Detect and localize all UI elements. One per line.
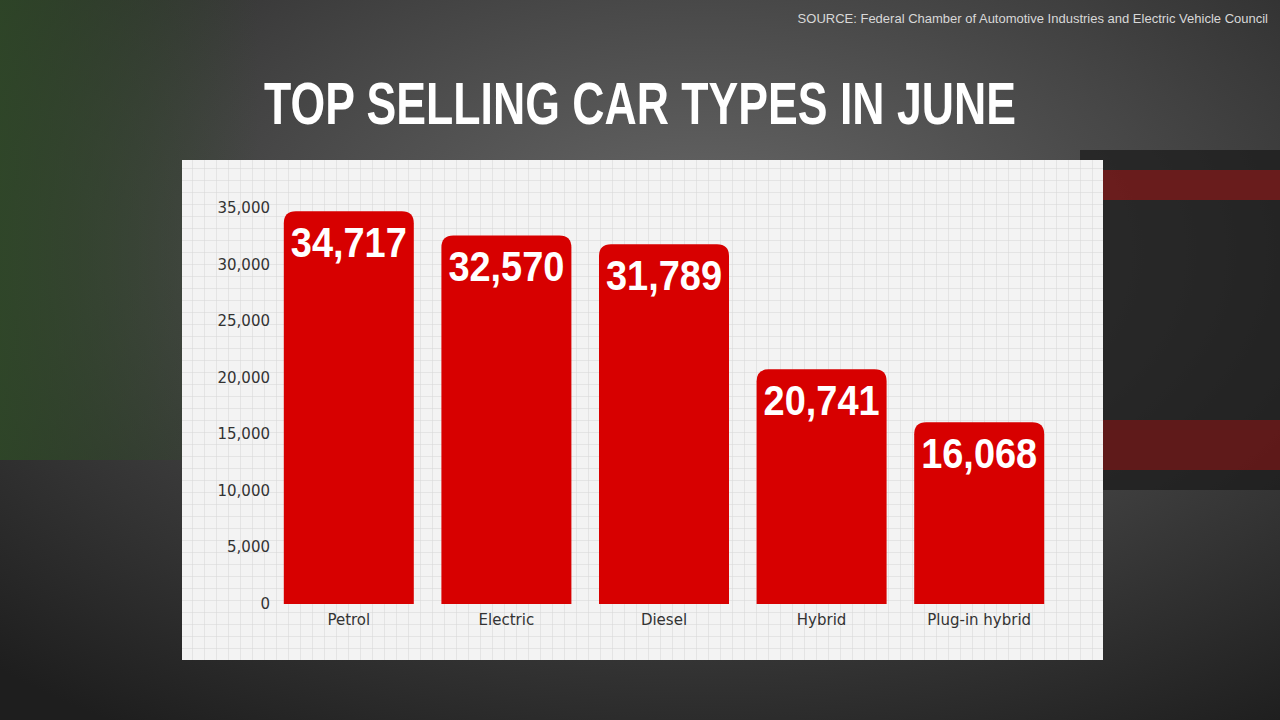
y-tick: [274, 208, 278, 209]
x-tick-label: Diesel: [641, 611, 687, 629]
y-tick: [274, 547, 278, 548]
y-tick-label: 5,000: [227, 538, 270, 556]
data-label: 32,570: [448, 243, 564, 290]
y-tick: [274, 321, 278, 322]
background-taillight-red: [1100, 170, 1280, 200]
y-tick: [274, 377, 278, 378]
background-taillight: [1080, 150, 1280, 490]
data-label: 31,789: [606, 252, 722, 299]
x-tick-label: Plug-in hybrid: [927, 611, 1031, 629]
y-tick: [274, 604, 278, 605]
chart-root: SOURCE: Federal Chamber of Automotive In…: [0, 0, 1280, 720]
bars: [284, 211, 1044, 604]
y-tick-label: 25,000: [218, 312, 271, 330]
x-tick-label: Hybrid: [797, 611, 847, 629]
data-label: 16,068: [921, 430, 1037, 477]
y-tick: [274, 264, 278, 265]
y-axis: 0 5,000 10,000 15,000 20,000 25,000 30,000 35,0…: [218, 199, 279, 613]
paper-panel: [182, 160, 1103, 660]
y-tick-label: 35,000: [218, 199, 271, 217]
y-tick-label: 30,000: [218, 256, 271, 274]
y-tick-label: 15,000: [218, 425, 271, 443]
y-tick-label: 20,000: [218, 369, 271, 387]
bar: [914, 422, 1044, 604]
bar: [599, 244, 729, 604]
source: SOURCE: Federal Chamber of Automotive In…: [798, 11, 1268, 26]
y-tick: [274, 490, 278, 491]
bar: [757, 369, 887, 604]
x-tick-label: Electric: [479, 611, 535, 629]
bar: [284, 211, 414, 604]
background: [0, 0, 1280, 720]
background-taillight-red: [1100, 420, 1280, 470]
title: TOP SELLING CAR TYPES IN JUNE: [264, 70, 1016, 137]
y-tick-label: 10,000: [218, 482, 271, 500]
bar: [441, 235, 571, 604]
data-label: 20,741: [764, 377, 880, 424]
y-tick: [274, 434, 278, 435]
data-label: 34,717: [291, 219, 407, 266]
labels: 34,717 Petrol 32,570 Electric 31,789 Diesel 20…: [291, 219, 1037, 629]
y-tick-label: 0: [260, 595, 270, 613]
x-tick-label: Petrol: [327, 611, 370, 629]
